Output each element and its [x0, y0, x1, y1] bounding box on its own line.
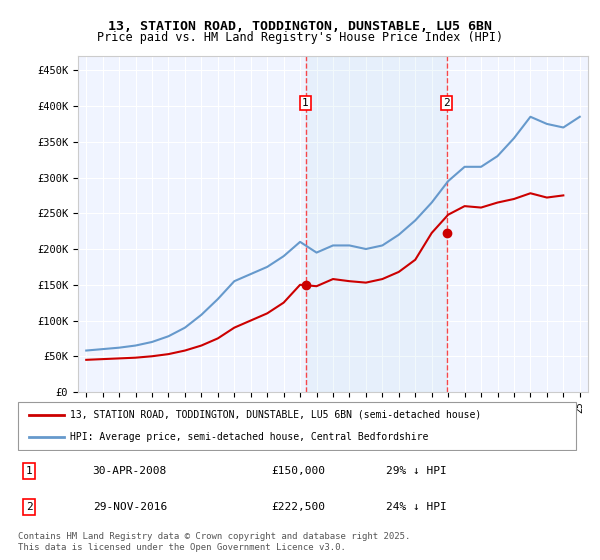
Text: 2: 2 — [26, 502, 32, 512]
FancyBboxPatch shape — [18, 403, 577, 450]
Text: 2: 2 — [443, 98, 450, 108]
Text: 13, STATION ROAD, TODDINGTON, DUNSTABLE, LU5 6BN (semi-detached house): 13, STATION ROAD, TODDINGTON, DUNSTABLE,… — [70, 409, 481, 419]
Text: 1: 1 — [302, 98, 309, 108]
Text: £222,500: £222,500 — [271, 502, 325, 512]
Text: 24% ↓ HPI: 24% ↓ HPI — [386, 502, 447, 512]
Text: Contains HM Land Registry data © Crown copyright and database right 2025.
This d: Contains HM Land Registry data © Crown c… — [18, 532, 410, 552]
Text: 1: 1 — [26, 466, 32, 476]
Text: 13, STATION ROAD, TODDINGTON, DUNSTABLE, LU5 6BN: 13, STATION ROAD, TODDINGTON, DUNSTABLE,… — [108, 20, 492, 32]
Bar — [305, 56, 447, 392]
Text: Price paid vs. HM Land Registry's House Price Index (HPI): Price paid vs. HM Land Registry's House … — [97, 31, 503, 44]
Text: HPI: Average price, semi-detached house, Central Bedfordshire: HPI: Average price, semi-detached house,… — [70, 432, 428, 442]
Text: 29% ↓ HPI: 29% ↓ HPI — [386, 466, 447, 476]
Text: 29-NOV-2016: 29-NOV-2016 — [92, 502, 167, 512]
Text: £150,000: £150,000 — [271, 466, 325, 476]
Text: 30-APR-2008: 30-APR-2008 — [92, 466, 167, 476]
